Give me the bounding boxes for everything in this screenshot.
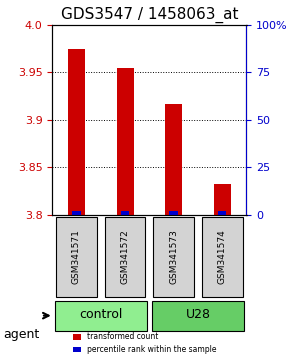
FancyBboxPatch shape	[152, 301, 244, 331]
Text: GSM341573: GSM341573	[169, 229, 178, 284]
Bar	[169, 211, 178, 215]
FancyBboxPatch shape	[56, 217, 97, 297]
Bar	[218, 211, 226, 215]
Bar	[165, 104, 182, 215]
Bar	[68, 48, 85, 215]
Bar	[117, 68, 134, 215]
Bar	[72, 211, 81, 215]
FancyBboxPatch shape	[105, 217, 146, 297]
Text: agent: agent	[3, 328, 39, 341]
FancyBboxPatch shape	[202, 217, 243, 297]
Title: GDS3547 / 1458063_at: GDS3547 / 1458063_at	[61, 7, 238, 23]
FancyBboxPatch shape	[153, 217, 194, 297]
Bar	[214, 183, 231, 215]
Text: U28: U28	[185, 308, 211, 321]
Text: GSM341574: GSM341574	[218, 229, 227, 284]
Text: control: control	[79, 308, 122, 321]
Text: GSM341571: GSM341571	[72, 229, 81, 284]
FancyBboxPatch shape	[55, 301, 147, 331]
Legend: transformed count, percentile rank within the sample: transformed count, percentile rank withi…	[70, 329, 220, 354]
Bar	[121, 211, 129, 215]
Text: GSM341572: GSM341572	[121, 229, 130, 284]
